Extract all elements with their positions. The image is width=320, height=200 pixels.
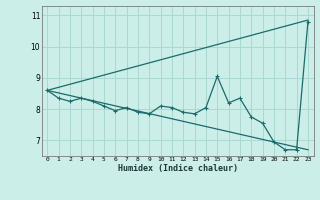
X-axis label: Humidex (Indice chaleur): Humidex (Indice chaleur) [118, 164, 237, 173]
